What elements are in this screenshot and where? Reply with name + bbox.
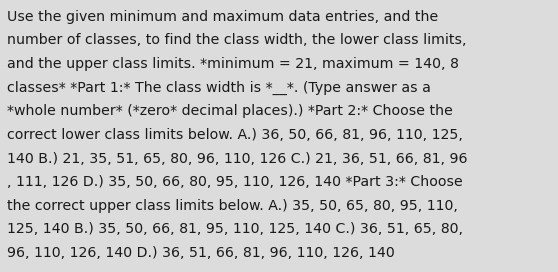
Text: 96, 110, 126, 140 D.) 36, 51, 66, 81, 96, 110, 126, 140: 96, 110, 126, 140 D.) 36, 51, 66, 81, 96… [7, 246, 395, 260]
Text: , 111, 126 D.) 35, 50, 66, 80, 95, 110, 126, 140 *Part 3:* Choose: , 111, 126 D.) 35, 50, 66, 80, 95, 110, … [7, 175, 463, 189]
Text: 140 B.) 21, 35, 51, 65, 80, 96, 110, 126 C.) 21, 36, 51, 66, 81, 96: 140 B.) 21, 35, 51, 65, 80, 96, 110, 126… [7, 152, 467, 165]
Text: the correct upper class limits below. A.) 35, 50, 65, 80, 95, 110,: the correct upper class limits below. A.… [7, 199, 458, 213]
Text: *whole number* (*zero* decimal places).) *Part 2:* Choose the: *whole number* (*zero* decimal places).)… [7, 104, 453, 118]
Text: Use the given minimum and maximum data entries, and the: Use the given minimum and maximum data e… [7, 10, 438, 23]
Text: number of classes, to find the class width, the lower class limits,: number of classes, to find the class wid… [7, 33, 466, 47]
Text: 125, 140 B.) 35, 50, 66, 81, 95, 110, 125, 140 C.) 36, 51, 65, 80,: 125, 140 B.) 35, 50, 66, 81, 95, 110, 12… [7, 222, 463, 236]
Text: classes* *Part 1:* The class width is *__*. (Type answer as a: classes* *Part 1:* The class width is *_… [7, 81, 431, 95]
Text: and the upper class limits. *minimum = 21, maximum = 140, 8: and the upper class limits. *minimum = 2… [7, 57, 459, 71]
Text: correct lower class limits below. A.) 36, 50, 66, 81, 96, 110, 125,: correct lower class limits below. A.) 36… [7, 128, 463, 142]
